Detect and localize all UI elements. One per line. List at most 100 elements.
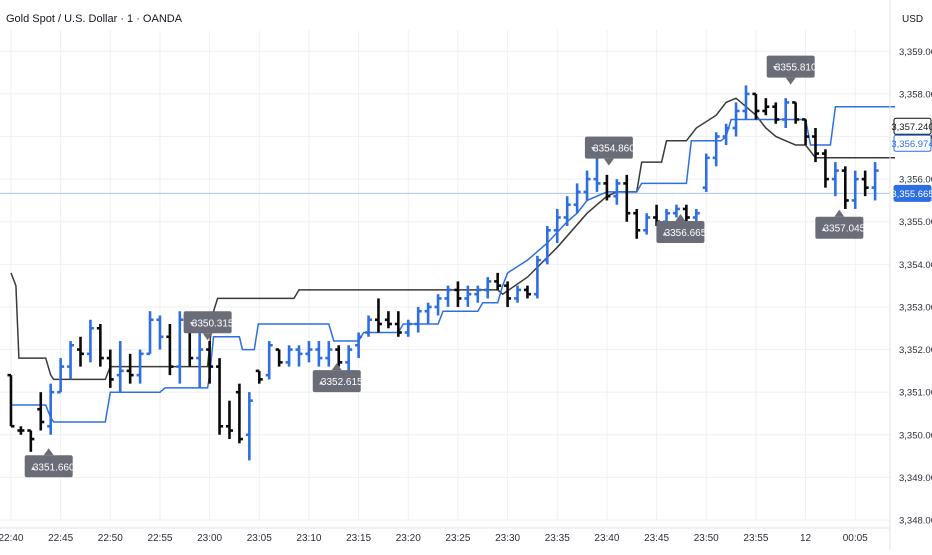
ohlc-bar (365, 315, 373, 337)
ohlc-bar (136, 349, 144, 384)
time-tick-label: 23:35 (545, 533, 570, 544)
ohlc-bar (374, 298, 382, 333)
ohlc-bar (732, 102, 740, 137)
ohlc-bar (772, 102, 780, 124)
ohlc-bar (106, 349, 114, 388)
ohlc-bar (563, 196, 571, 226)
swing-low-label: ▲3352.615 (312, 363, 363, 393)
price-tick-label: 3,349.000 (899, 473, 932, 484)
time-tick-label: 22:45 (48, 533, 73, 544)
ohlc-bar (533, 255, 541, 299)
ohlc-bar (474, 285, 482, 303)
ohlc-bar (7, 373, 15, 428)
time-tick-label: 23:25 (445, 533, 470, 544)
annotation-value: 3356.665 (665, 228, 707, 239)
ohlc-bar (285, 345, 293, 367)
swing-high-label: ▼3350.315 (183, 311, 234, 341)
up-arrow-icon: ▲ (820, 226, 827, 233)
ohlc-bar (812, 128, 820, 163)
price-axis[interactable]: 3,359.0003,358.0003,357.0003,356.0003,35… (889, 0, 932, 550)
annotation-value: 3357.045 (823, 224, 865, 235)
ohlc-bar (831, 162, 839, 197)
annotation-pointer (331, 363, 342, 371)
down-arrow-icon: ▼ (590, 146, 597, 153)
ohlc-bar (434, 294, 442, 316)
ohlc-bar (871, 162, 879, 201)
price-badges: 3,357.240 3,356.974 3,355.665 (891, 117, 932, 202)
chart-title: Gold Spot / U.S. Dollar · 1 · OANDA (6, 13, 183, 25)
time-tick-label: 23:40 (594, 533, 619, 544)
upper-channel-line (10, 97, 895, 381)
ohlc-bar (504, 281, 512, 307)
price-tick-label: 3,352.000 (899, 345, 932, 356)
currency-label: USD (902, 14, 923, 25)
upper-line-path (10, 97, 895, 381)
time-tick-label: 22:55 (147, 533, 172, 544)
ohlc-bar (603, 174, 611, 201)
ohlc-bar (156, 315, 164, 350)
ohlc-bar (206, 341, 214, 384)
ohlc-bar (384, 311, 392, 329)
ohlc-bar (712, 132, 720, 167)
ohlc-bar (146, 311, 154, 356)
annotation-box (815, 216, 864, 239)
price-badge: 3,355.665 (891, 184, 932, 202)
ohlc-bar (47, 383, 55, 435)
ohlc-bar (57, 358, 65, 394)
price-tick-label: 3,359.000 (899, 47, 932, 58)
ohlc-bar (752, 92, 760, 120)
ohlc-bar (792, 101, 800, 124)
ohlc-bar (841, 166, 849, 209)
ohlc-bar (67, 341, 75, 380)
ohlc-bar (27, 429, 35, 452)
annotation-value: 3351.660 (33, 462, 75, 473)
annotation-value: 3352.615 (321, 377, 363, 388)
ohlc-bars[interactable] (7, 85, 879, 461)
down-arrow-icon: ▼ (189, 321, 196, 328)
time-tick-label: 23:50 (694, 533, 719, 544)
annotation-pointer (834, 209, 845, 217)
ohlc-bar (672, 204, 680, 218)
ohlc-bar (484, 277, 492, 299)
annotation-value: 3355.810 (775, 63, 817, 74)
time-tick-label: 23:55 (743, 533, 768, 544)
ohlc-bar (17, 426, 25, 435)
ohlc-bar (514, 285, 522, 303)
badge-value: 3,355.665 (891, 189, 932, 200)
ohlc-bar (424, 302, 432, 324)
annotation-pointer (675, 213, 686, 221)
ohlc-bar (613, 179, 621, 205)
ohlc-bar (305, 341, 313, 363)
time-tick-label: 22:40 (0, 533, 24, 544)
annotation-value: 3354.860 (593, 144, 635, 155)
ohlc-bar (166, 324, 174, 376)
annotation-box (183, 311, 232, 334)
swing-high-label: ▼3354.860 (584, 136, 635, 166)
price-tick-label: 3,351.000 (899, 388, 932, 399)
ohlc-bar (643, 213, 651, 235)
ohlc-bar (126, 353, 134, 384)
swing-low-label: ▲3351.660 (24, 448, 75, 478)
time-tick-label: 23:45 (644, 533, 669, 544)
ohlc-bar (494, 272, 502, 290)
annotation-pointer (202, 333, 213, 341)
ohlc-bar (543, 226, 551, 265)
time-axis[interactable]: 22:40 22:45 22:50 22:55 23:00 23:05 23:10 23:15… (0, 527, 890, 544)
ohlc-bar (265, 341, 273, 380)
ohlc-bar (295, 345, 303, 367)
time-tick-label: 12 (800, 533, 812, 544)
price-badge: 3,357.240 (891, 117, 932, 135)
badge-value: 3,356.974 (891, 139, 932, 150)
ohlc-bar (335, 345, 343, 367)
price-tick-label: 3,358.000 (899, 89, 932, 100)
time-tick-label: 23:20 (396, 533, 421, 544)
time-tick-label: 23:15 (346, 533, 371, 544)
annotation-box (656, 220, 705, 243)
badge-value: 3,357.240 (891, 122, 932, 133)
price-tick-label: 3,356.000 (899, 175, 932, 186)
ohlc-bar (37, 392, 45, 431)
ohlc-bar (325, 341, 333, 367)
ohlc-bar (821, 149, 829, 188)
